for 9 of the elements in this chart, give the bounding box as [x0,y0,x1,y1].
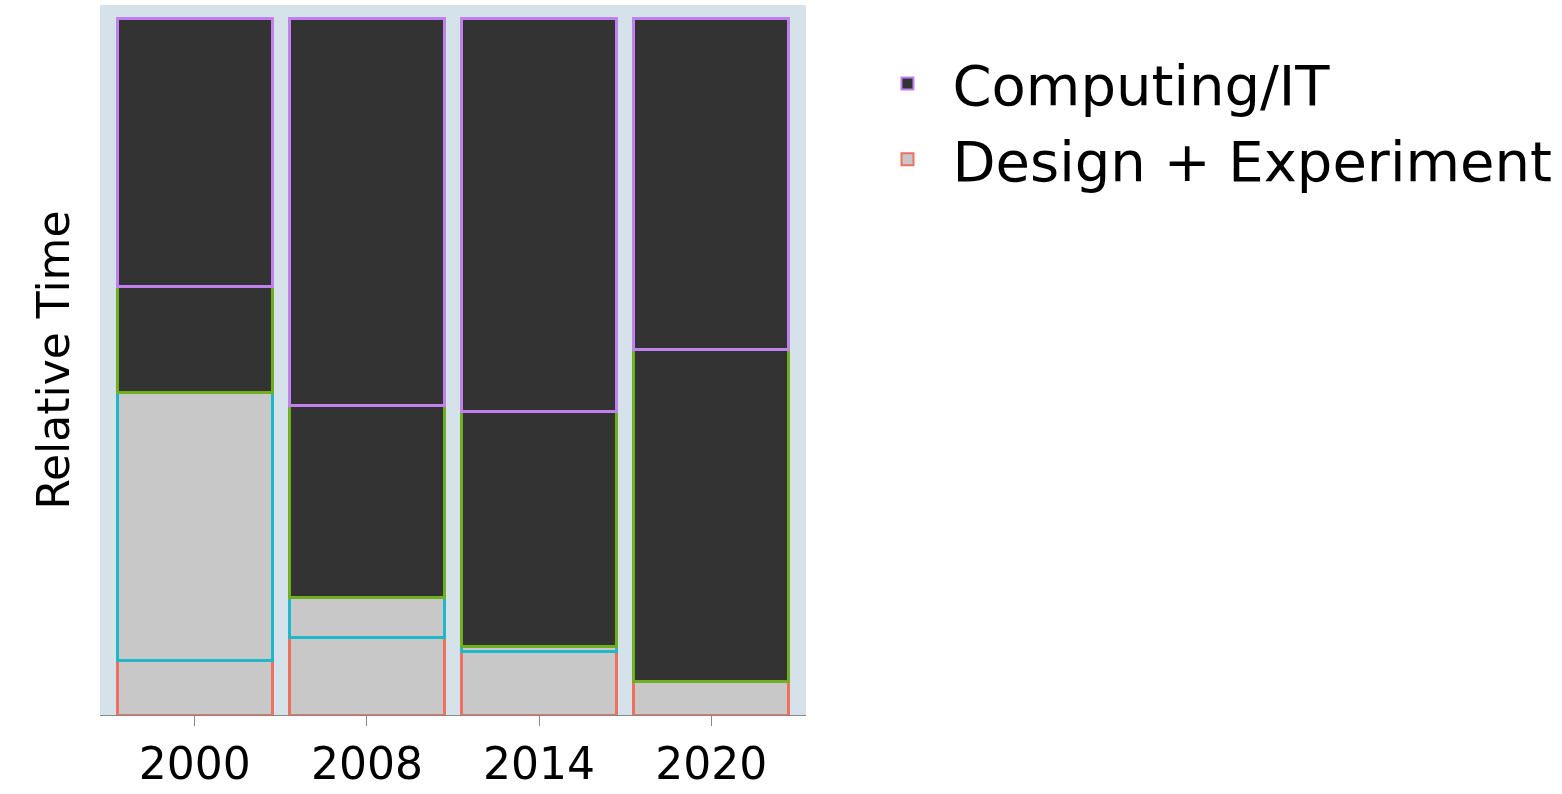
bar [632,680,791,715]
legend-label: Design + Experiment [952,129,1552,195]
bar [460,650,619,715]
x-tick-label: 2014 [483,737,596,789]
legend-label: Computing/IT [952,53,1331,119]
y-axis-title: Relative Time [28,210,80,510]
x-tick-label: 2020 [655,737,768,789]
x-tick-label: 2000 [138,737,251,789]
x-tick-label: 2008 [310,737,423,789]
